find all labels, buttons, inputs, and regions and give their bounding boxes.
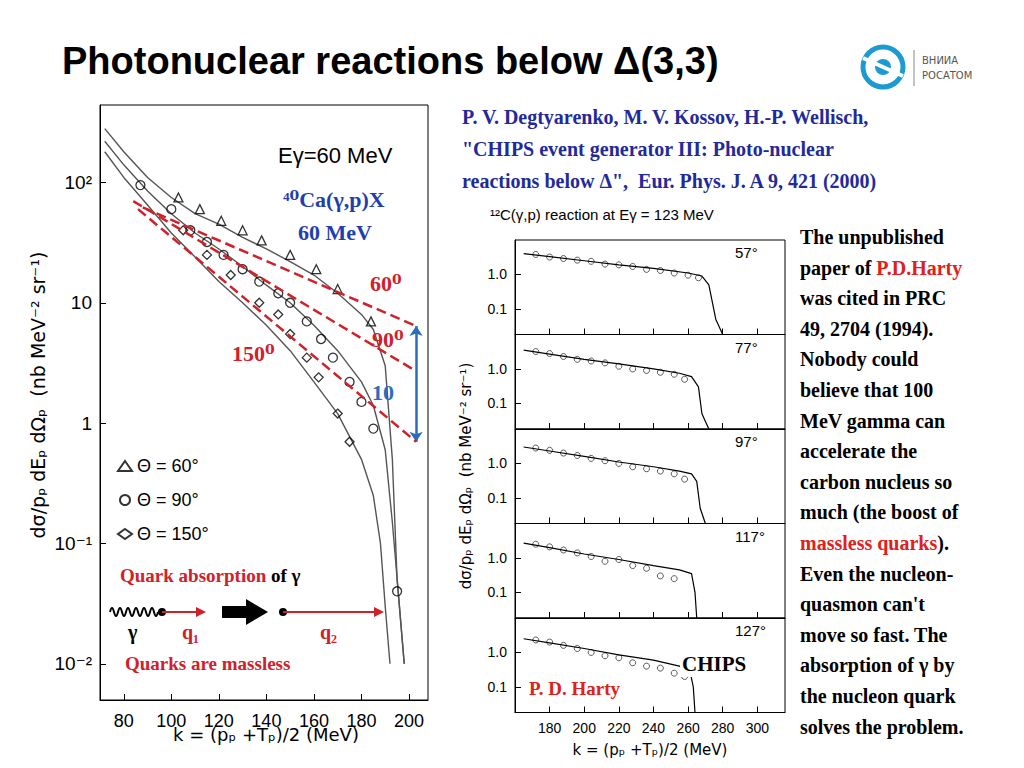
svg-text:1.0: 1.0	[488, 455, 508, 471]
svg-text:1: 1	[81, 413, 92, 434]
svg-text:200: 200	[394, 711, 424, 731]
svg-text:0.1: 0.1	[488, 584, 508, 600]
svg-text:140: 140	[251, 711, 281, 731]
svg-text:160: 160	[299, 711, 329, 731]
svg-text:1.0: 1.0	[488, 644, 508, 660]
svg-text:180: 180	[538, 720, 562, 736]
svg-text:0.1: 0.1	[488, 395, 508, 411]
svg-text:200: 200	[573, 720, 597, 736]
svg-text:220: 220	[607, 720, 631, 736]
svg-text:Θ = 90°: Θ = 90°	[137, 490, 199, 510]
svg-text:10⁻²: 10⁻²	[55, 653, 93, 674]
svg-text:0.1: 0.1	[488, 490, 508, 506]
svg-text:80: 80	[114, 711, 134, 731]
svg-text:120: 120	[204, 711, 234, 731]
svg-text:0.1: 0.1	[488, 679, 508, 695]
svg-text:1.0: 1.0	[488, 361, 508, 377]
svg-text:1.0: 1.0	[488, 266, 508, 282]
svg-text:1.0: 1.0	[488, 550, 508, 566]
svg-text:300: 300	[746, 720, 770, 736]
svg-text:Θ = 150°: Θ = 150°	[137, 524, 209, 544]
svg-text:10⁻¹: 10⁻¹	[55, 533, 93, 554]
svg-text:10: 10	[71, 292, 92, 313]
svg-text:Θ = 60°: Θ = 60°	[137, 456, 199, 476]
svg-text:240: 240	[642, 720, 666, 736]
svg-text:280: 280	[711, 720, 735, 736]
svg-text:260: 260	[676, 720, 700, 736]
svg-text:0.1: 0.1	[488, 301, 508, 317]
svg-text:100: 100	[156, 711, 186, 731]
svg-text:10²: 10²	[65, 172, 92, 193]
svg-text:180: 180	[346, 711, 376, 731]
